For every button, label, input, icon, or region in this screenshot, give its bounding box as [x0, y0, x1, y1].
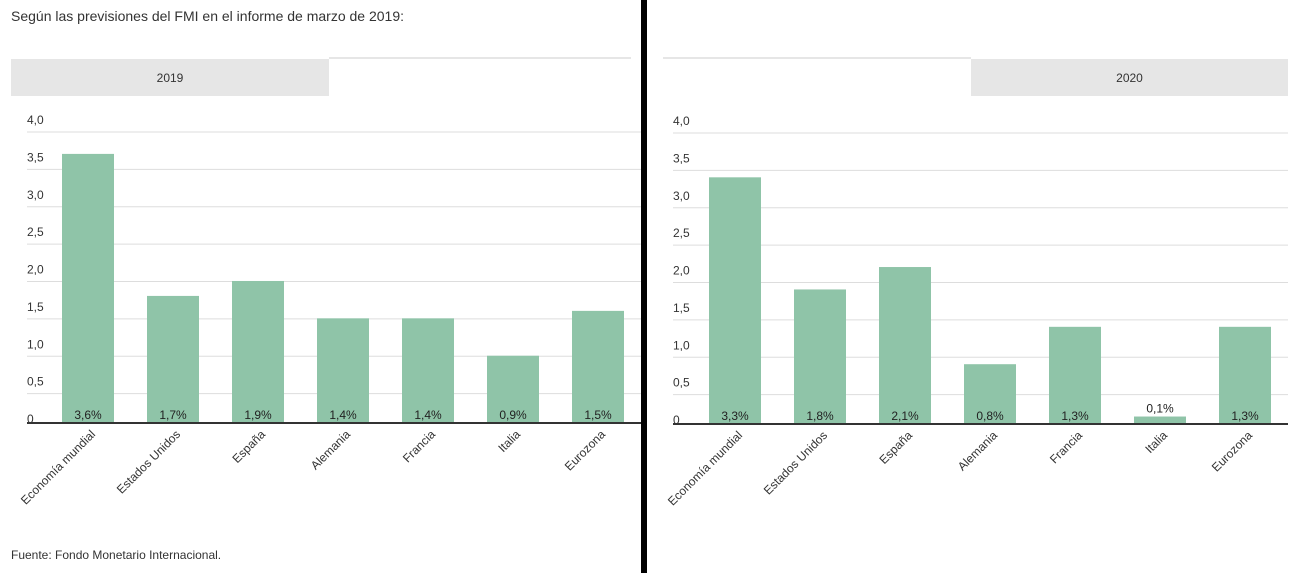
y-tick-label: 0,5 [673, 376, 690, 390]
y-tick-label: 2,0 [27, 263, 44, 277]
y-tick-label: 3,5 [673, 151, 690, 165]
data-label: 1,4% [329, 408, 357, 422]
chart-panel-2020: 2020 0 0,5 1,0 1,5 2,0 2,5 3,0 3,5 4,0 3,3% Econom… [647, 0, 1313, 573]
data-label: 0,8% [976, 409, 1004, 423]
bar [147, 295, 199, 423]
bar [964, 364, 1016, 424]
bar [317, 318, 369, 423]
y-tick-label: 4,0 [673, 114, 690, 128]
y-tick-label: 1,5 [673, 301, 690, 315]
y-tick-label: 2,5 [27, 225, 44, 239]
source-note: Fuente: Fondo Monetario Internacional. [11, 548, 222, 562]
x-tick-label: Economía mundial [18, 427, 98, 507]
bar [487, 355, 539, 423]
tab-underline [663, 57, 971, 59]
panel-divider [641, 0, 647, 573]
bar-chart-2020: 0 0,5 1,0 1,5 2,0 2,5 3,0 3,5 4,0 3,3% Economía mu… [665, 114, 1288, 508]
bar [402, 318, 454, 423]
bar [1134, 416, 1186, 424]
x-tick-label: Estados Unidos [114, 427, 183, 496]
bar-chart-2019: 0 0,5 1,0 1,5 2,0 2,5 3,0 3,5 4,0 3,6% Economía mu… [18, 113, 641, 507]
tab-2019[interactable]: 2019 [11, 59, 329, 96]
data-label: 1,9% [244, 408, 272, 422]
x-tick-label: España [229, 427, 268, 466]
chart-panel-2019: Según las previsiones del FMI en el info… [0, 0, 641, 573]
y-tick-label: 4,0 [27, 113, 44, 127]
x-tick-label: Economía mundial [665, 428, 745, 508]
y-tick-label: 3,5 [27, 150, 44, 164]
y-tick-label: 2,5 [673, 226, 690, 240]
data-label: 0,9% [499, 408, 527, 422]
x-tick-label: Italia [495, 427, 523, 455]
x-tick-label: España [876, 428, 915, 467]
bar [62, 153, 114, 423]
bar [709, 177, 761, 424]
y-tick-label: 1,0 [27, 337, 44, 351]
tab-2020[interactable] [329, 59, 631, 96]
data-label: 1,4% [414, 408, 442, 422]
y-tick-label: 3,0 [673, 189, 690, 203]
data-label: 1,8% [806, 409, 834, 423]
chart-subtitle: Según las previsiones del FMI en el info… [11, 8, 404, 24]
year-tabs: 2020 [663, 59, 1288, 96]
data-label: 1,3% [1061, 409, 1089, 423]
x-tick-label: Eurozona [1209, 428, 1255, 474]
bar [794, 289, 846, 424]
data-label: 3,6% [74, 408, 102, 422]
x-tick-label: Francia [400, 427, 438, 465]
y-tick-label: 1,0 [673, 338, 690, 352]
tab-underline [329, 57, 631, 59]
bar [572, 310, 624, 423]
y-tick-label: 3,0 [27, 188, 44, 202]
tab-2019[interactable] [663, 59, 971, 96]
bar [1049, 326, 1101, 424]
x-tick-label: Estados Unidos [761, 428, 830, 497]
bar [232, 280, 284, 423]
x-tick-label: Eurozona [562, 427, 608, 473]
x-tick-label: Alemania [955, 428, 1001, 474]
y-tick-label: 2,0 [673, 264, 690, 278]
y-tick-label: 0 [673, 413, 680, 427]
data-label: 1,5% [584, 408, 612, 422]
y-tick-label: 1,5 [27, 300, 44, 314]
y-tick-label: 0 [27, 412, 34, 426]
x-tick-label: Francia [1047, 428, 1085, 466]
data-label: 2,1% [891, 409, 919, 423]
x-tick-label: Alemania [308, 427, 354, 473]
bar [1219, 326, 1271, 424]
data-label: 1,7% [159, 408, 187, 422]
data-label: 0,1% [1146, 402, 1174, 416]
bar [879, 267, 931, 424]
x-tick-label: Italia [1142, 428, 1170, 456]
data-label: 1,3% [1231, 409, 1259, 423]
y-tick-label: 0,5 [27, 375, 44, 389]
data-label: 3,3% [721, 409, 749, 423]
year-tabs: 2019 [11, 59, 631, 96]
tab-2020[interactable]: 2020 [971, 59, 1288, 96]
